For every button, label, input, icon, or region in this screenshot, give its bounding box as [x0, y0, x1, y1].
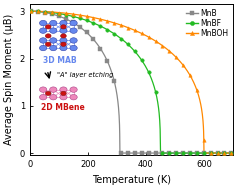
- Circle shape: [60, 28, 67, 33]
- Circle shape: [60, 45, 67, 51]
- X-axis label: Temperature (K): Temperature (K): [92, 175, 171, 185]
- Circle shape: [50, 87, 57, 92]
- Circle shape: [61, 25, 66, 29]
- Y-axis label: Average Spin Moment (μB): Average Spin Moment (μB): [4, 14, 14, 145]
- Circle shape: [50, 94, 57, 100]
- Circle shape: [50, 20, 57, 26]
- Circle shape: [70, 20, 77, 26]
- Circle shape: [70, 38, 77, 43]
- Circle shape: [70, 28, 77, 33]
- Circle shape: [61, 34, 66, 38]
- Circle shape: [50, 38, 57, 43]
- Circle shape: [45, 25, 51, 29]
- Circle shape: [60, 87, 67, 92]
- Circle shape: [61, 42, 66, 46]
- Circle shape: [45, 42, 51, 46]
- Circle shape: [70, 94, 77, 100]
- Circle shape: [40, 87, 47, 92]
- Circle shape: [40, 38, 47, 43]
- Legend: MnB, MnBF, MnBOH: MnB, MnBF, MnBOH: [186, 8, 229, 39]
- Circle shape: [40, 20, 47, 26]
- Circle shape: [45, 34, 51, 38]
- Circle shape: [70, 45, 77, 51]
- Circle shape: [50, 45, 57, 51]
- Circle shape: [60, 38, 67, 43]
- Circle shape: [40, 28, 47, 33]
- Circle shape: [60, 20, 67, 26]
- Circle shape: [50, 28, 57, 33]
- Circle shape: [61, 91, 66, 95]
- Circle shape: [40, 94, 47, 100]
- Circle shape: [60, 94, 67, 100]
- Text: "A" layer etching: "A" layer etching: [57, 72, 114, 78]
- Text: 2D MBene: 2D MBene: [41, 103, 85, 112]
- Text: 3D MAB: 3D MAB: [43, 56, 77, 65]
- Circle shape: [70, 87, 77, 92]
- Circle shape: [40, 45, 47, 51]
- Circle shape: [45, 91, 51, 95]
